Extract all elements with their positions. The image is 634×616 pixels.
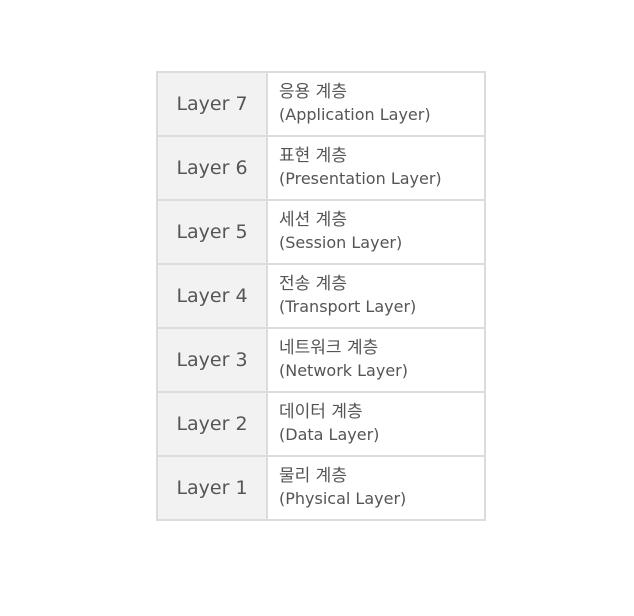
layer-number: Layer 4 <box>156 263 268 329</box>
layer-number: Layer 7 <box>156 71 268 137</box>
layer-name-korean: 응용 계층 <box>279 82 347 102</box>
layer-name-korean: 세션 계층 <box>279 210 347 230</box>
osi-layer-table: Layer 7 응용 계층 (Application Layer) Layer … <box>156 71 486 521</box>
table-row: Layer 1 물리 계층 (Physical Layer) <box>156 455 486 521</box>
layer-name-english: (Session Layer) <box>279 233 403 252</box>
layer-name: 데이터 계층 (Data Layer) <box>266 391 486 457</box>
table-row: Layer 3 네트워크 계층 (Network Layer) <box>156 327 486 393</box>
layer-name-english: (Data Layer) <box>279 425 380 444</box>
layer-name-korean: 네트워크 계층 <box>279 338 379 358</box>
layer-name: 세션 계층 (Session Layer) <box>266 199 486 265</box>
layer-name-korean: 물리 계층 <box>279 466 347 486</box>
layer-name-english: (Physical Layer) <box>279 489 407 508</box>
table-row: Layer 5 세션 계층 (Session Layer) <box>156 199 486 265</box>
layer-number: Layer 1 <box>156 455 268 521</box>
layer-name-english: (Presentation Layer) <box>279 169 442 188</box>
layer-name-english: (Transport Layer) <box>279 297 417 316</box>
layer-name: 표현 계층 (Presentation Layer) <box>266 135 486 201</box>
layer-number: Layer 3 <box>156 327 268 393</box>
table-row: Layer 7 응용 계층 (Application Layer) <box>156 71 486 137</box>
layer-number: Layer 5 <box>156 199 268 265</box>
layer-name-korean: 전송 계층 <box>279 274 347 294</box>
table-row: Layer 6 표현 계층 (Presentation Layer) <box>156 135 486 201</box>
layer-name-korean: 표현 계층 <box>279 146 347 166</box>
table-row: Layer 4 전송 계층 (Transport Layer) <box>156 263 486 329</box>
layer-name-english: (Network Layer) <box>279 361 408 380</box>
layer-name: 물리 계층 (Physical Layer) <box>266 455 486 521</box>
layer-name-english: (Application Layer) <box>279 105 431 124</box>
layer-name-korean: 데이터 계층 <box>279 402 363 422</box>
layer-number: Layer 2 <box>156 391 268 457</box>
table-row: Layer 2 데이터 계층 (Data Layer) <box>156 391 486 457</box>
layer-name: 네트워크 계층 (Network Layer) <box>266 327 486 393</box>
layer-number: Layer 6 <box>156 135 268 201</box>
layer-name: 전송 계층 (Transport Layer) <box>266 263 486 329</box>
layer-name: 응용 계층 (Application Layer) <box>266 71 486 137</box>
